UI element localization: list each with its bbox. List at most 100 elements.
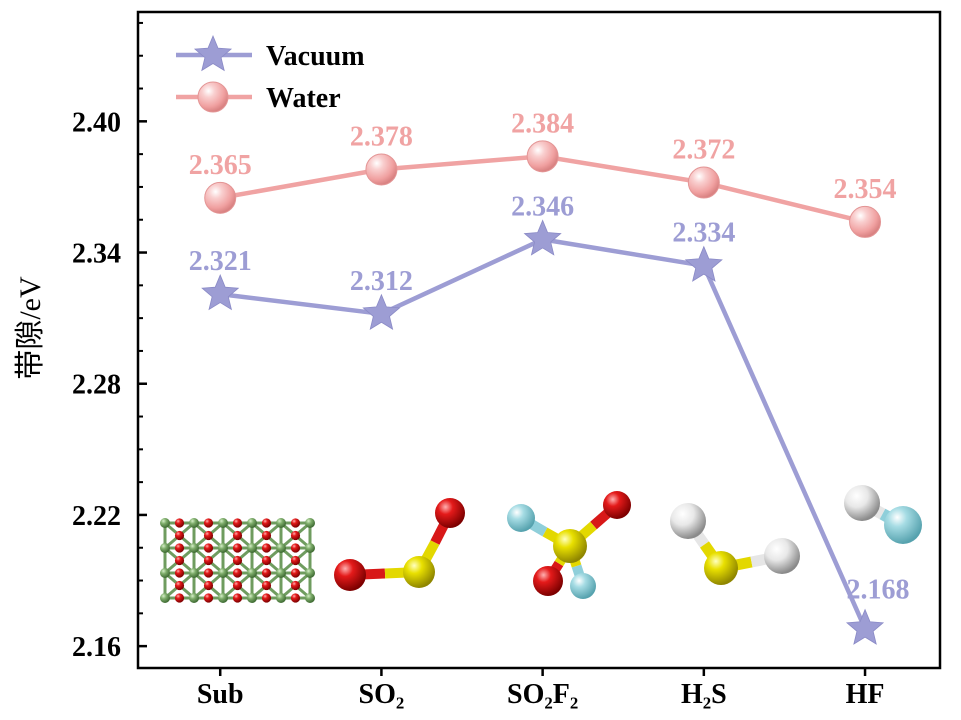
slab-oxygen-atom: [203, 530, 214, 541]
slab-metal-atom: [160, 568, 170, 578]
y-tick-label: 2.22: [72, 501, 121, 532]
slab-oxygen-atom: [232, 518, 243, 528]
slab-oxygen-atom: [261, 555, 272, 566]
x-tick-label: SO₂F₂: [507, 679, 578, 710]
slab-oxygen-atom: [290, 518, 301, 528]
vacuum-data-label: 2.312: [350, 266, 413, 297]
legend: Vacuum Water: [176, 34, 365, 114]
hf-molecule-icon: [844, 485, 922, 544]
slab-oxygen-atom: [290, 555, 301, 566]
vacuum-data-label: 2.334: [672, 218, 735, 249]
slab-metal-atom: [305, 593, 315, 603]
water-data-point: [687, 166, 720, 199]
slab-metal-atom: [247, 568, 257, 578]
water-data-label: 2.384: [511, 108, 574, 139]
slab-oxygen-atom: [232, 568, 243, 578]
slab-metal-atom: [160, 518, 170, 528]
water-data-label: 2.378: [350, 121, 413, 152]
slab-oxygen-atom: [174, 593, 185, 603]
oxygen-atom: [334, 559, 366, 591]
axes: 2.16 2.22 2.28 2.34 2.40 Sub SO₂ SO₂F₂ H₂S HF: [72, 10, 942, 710]
y-axis-label: 带隙/eV: [14, 276, 47, 380]
vacuum-data-point: [201, 274, 240, 311]
hydrogen-atom: [764, 538, 800, 574]
slab-oxygen-atom: [203, 580, 214, 591]
legend-sphere-marker: [197, 81, 229, 113]
legend-item-vacuum: Vacuum: [176, 34, 365, 72]
hydrogen-atom: [844, 485, 880, 521]
h2s-molecule-icon: [670, 503, 800, 585]
y-tick-label: 2.28: [72, 370, 121, 401]
slab-metal-atom: [276, 593, 286, 603]
slab-oxygen-atom: [290, 593, 301, 603]
slab-oxygen-atom: [232, 580, 243, 591]
slab-metal-atom: [189, 543, 199, 553]
slab-oxygen-atom: [203, 518, 214, 528]
slab-oxygen-atom: [261, 568, 272, 578]
water-data-point: [365, 153, 398, 186]
slab-oxygen-atom: [290, 543, 301, 553]
slab-metal-atom: [160, 543, 170, 553]
slab-oxygen-atom: [232, 593, 243, 603]
molecule-structures: [160, 485, 922, 603]
slab-oxygen-atom: [290, 530, 301, 541]
oxygen-atom: [603, 491, 631, 519]
slab-metal-atom: [276, 543, 286, 553]
sulfur-atom: [553, 529, 587, 563]
water-data-point: [526, 140, 559, 173]
oxygen-atom: [435, 498, 465, 528]
slab-metal-atom: [218, 518, 228, 528]
series-markers: [201, 140, 885, 645]
x-tick-label: H₂S: [681, 679, 727, 710]
water-data-label: 2.365: [189, 150, 252, 181]
slab-metal-atom: [305, 543, 315, 553]
vacuum-data-point: [523, 219, 562, 256]
slab-oxygen-atom: [261, 543, 272, 553]
water-data-label: 2.354: [834, 174, 897, 205]
slab-oxygen-atom: [261, 593, 272, 603]
slab-metal-atom: [305, 518, 315, 528]
slab-metal-atom: [247, 518, 257, 528]
x-tick-label: HF: [846, 679, 885, 710]
vacuum-data-point: [362, 293, 401, 330]
water-data-label: 2.372: [672, 135, 735, 166]
slab-metal-atom: [276, 518, 286, 528]
slab-metal-atom: [305, 568, 315, 578]
water-data-point: [204, 181, 237, 214]
sulfur-atom: [403, 556, 435, 588]
slab-oxygen-atom: [232, 543, 243, 553]
plot-frame: [136, 10, 942, 670]
slab-metal-atom: [247, 593, 257, 603]
slab-oxygen-atom: [174, 568, 185, 578]
data-labels: 2.321 2.312 2.346 2.334 2.168 2.365 2.378 2.384…: [189, 108, 910, 605]
substrate-slab-icon: [160, 518, 315, 603]
hydrogen-atom: [670, 503, 706, 539]
vacuum-data-point: [684, 245, 723, 282]
fluorine-atom: [884, 506, 922, 544]
x-tick-label: Sub: [197, 679, 244, 710]
oxygen-atom: [533, 566, 563, 596]
slab-oxygen-atom: [232, 530, 243, 541]
slab-oxygen-atom: [174, 580, 185, 591]
x-tick-label: SO₂: [359, 679, 405, 710]
y-tick-label: 2.34: [72, 239, 121, 270]
slab-metal-atom: [247, 543, 257, 553]
legend-star-marker: [193, 34, 233, 72]
slab-metal-atom: [160, 593, 170, 603]
slab-oxygen-atom: [290, 580, 301, 591]
legend-item-water: Water: [176, 81, 341, 114]
vacuum-data-label: 2.321: [189, 246, 252, 277]
slab-oxygen-atom: [174, 530, 185, 541]
y-tick-label: 2.16: [72, 632, 121, 663]
slab-oxygen-atom: [261, 530, 272, 541]
slab-oxygen-atom: [174, 555, 185, 566]
slab-metal-atom: [189, 593, 199, 603]
legend-label-water: Water: [266, 83, 341, 114]
water-data-point: [849, 205, 882, 238]
slab-metal-atom: [276, 568, 286, 578]
legend-label-vacuum: Vacuum: [266, 41, 365, 72]
slab-oxygen-atom: [203, 543, 214, 553]
fluorine-atom: [507, 504, 535, 532]
